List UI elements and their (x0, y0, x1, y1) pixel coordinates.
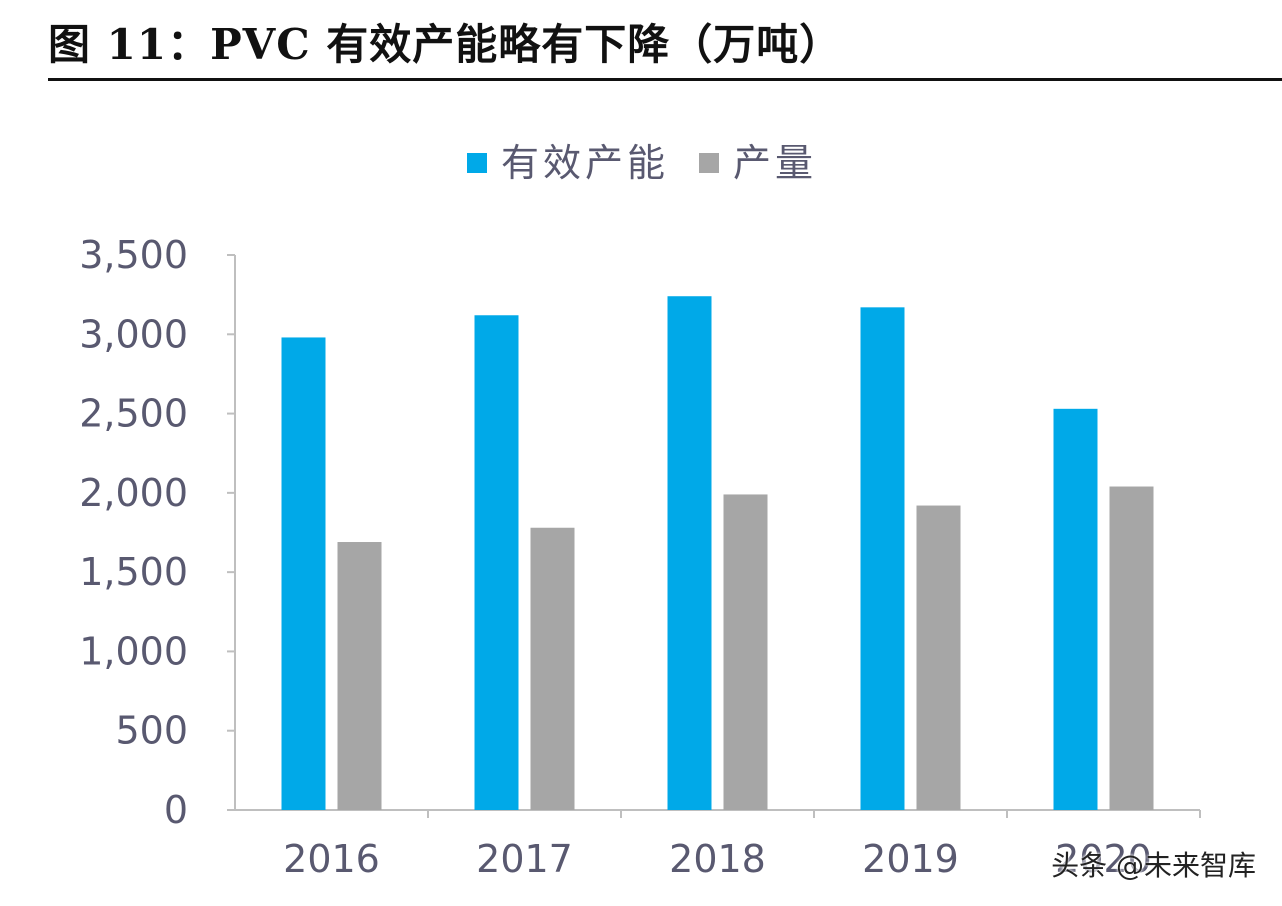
bar-capacity-2016 (281, 337, 326, 810)
bar-output-2017 (530, 527, 575, 810)
legend-label-capacity: 有效产能 (501, 141, 669, 185)
chart-title: 图 11：PVC 有效产能略有下降（万吨） (48, 20, 843, 69)
y-tick-label: 3,000 (79, 312, 188, 356)
bar-capacity-2020 (1053, 408, 1098, 810)
y-tick-label: 2,500 (79, 392, 188, 436)
watermark: 头条 @未来智库 (1051, 849, 1256, 882)
bar-capacity-2019 (860, 307, 905, 810)
y-tick-label: 0 (164, 788, 188, 832)
bar-capacity-2017 (474, 315, 519, 810)
y-tick-label: 2,000 (79, 471, 188, 515)
y-tick-label: 500 (115, 709, 188, 753)
x-tick-label: 2016 (283, 837, 380, 881)
x-tick-label: 2017 (476, 837, 573, 881)
bar-output-2020 (1109, 486, 1154, 810)
title-divider (48, 78, 1282, 81)
bar-output-2018 (723, 494, 768, 810)
bars (281, 296, 1154, 810)
y-tick-label: 3,500 (79, 233, 188, 277)
bar-capacity-2018 (667, 296, 712, 810)
x-axis: 2016 2017 2018 2019 2020 (235, 809, 1201, 881)
x-tick-label: 2019 (862, 837, 959, 881)
legend-label-output: 产量 (733, 141, 817, 185)
x-tick-label: 2020 (1055, 837, 1152, 881)
x-tick-label: 2018 (669, 837, 766, 881)
legend: 有效产能 产量 (467, 141, 817, 185)
bar-output-2016 (337, 542, 382, 810)
y-tick-label: 1,500 (79, 550, 188, 594)
y-axis: 0 500 1,000 1,500 2,000 2,500 3,000 3,500 (79, 233, 236, 832)
bar-output-2019 (916, 505, 961, 810)
legend-swatch-capacity (467, 153, 487, 173)
legend-swatch-output (699, 153, 719, 173)
y-tick-label: 1,000 (79, 629, 188, 673)
